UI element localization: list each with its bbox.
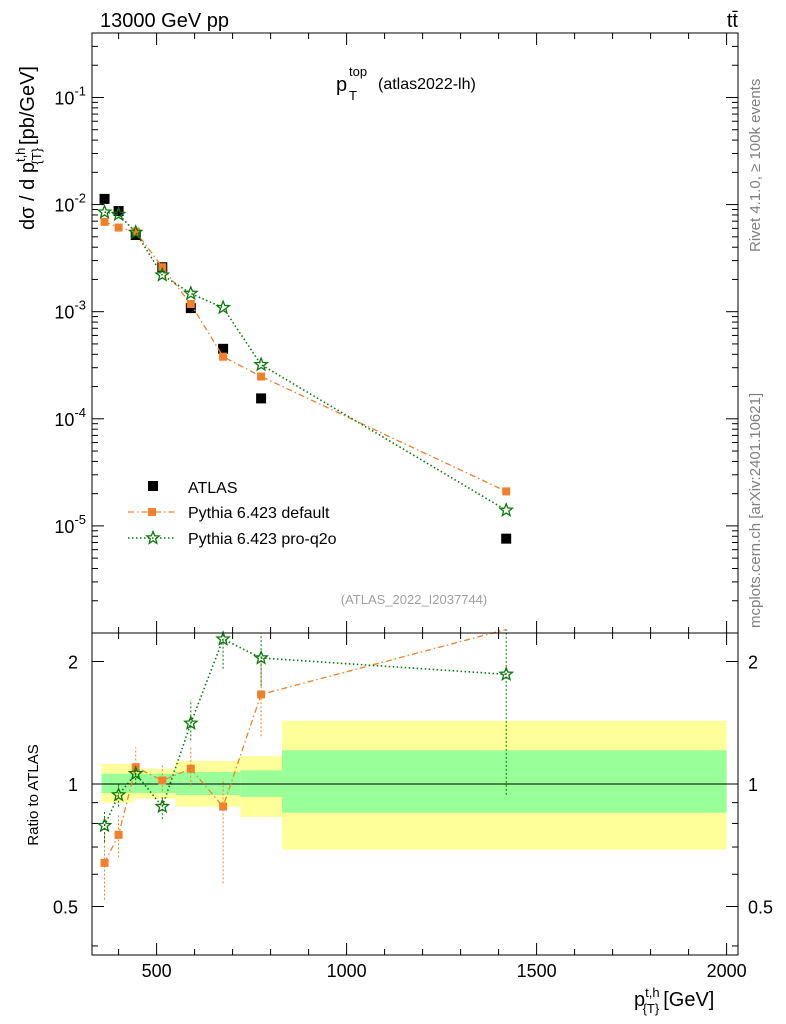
main-point-2-3 [154, 266, 171, 282]
legend-label-atlas: ATLAS [188, 480, 238, 497]
main-y-tick-label: 10-4 [54, 405, 86, 430]
main-point-2-6 [253, 356, 269, 372]
axes: 500 1000 1500 2000 10-1 10-2 10-3 10-4 10-5 0.5 0.… [53, 32, 773, 981]
legend-label-default: Pythia 6.423 default [188, 505, 330, 522]
rivet-version-label: Rivet 4.1.0, ≥ 100k events [747, 79, 764, 252]
legend-label-proq2o: Pythia 6.423 pro-q2o [188, 531, 337, 548]
ratio-point-2-5 [215, 630, 231, 646]
ratio-point-1-1 [114, 830, 123, 839]
ratio-point-1-5 [219, 802, 228, 811]
main-series [96, 193, 515, 544]
main-point-0-7 [501, 533, 512, 544]
analysis-id-label: (ATLAS_2022_I2037744) [341, 592, 487, 607]
ratio-point-1-6 [257, 690, 266, 699]
x-tick-label: 1000 [327, 961, 367, 981]
observable-title-sup: top [349, 64, 367, 79]
ratio-y-tick-label-right: 1 [748, 775, 758, 795]
main-point-2-2 [127, 224, 144, 240]
main-y-tick-label: 10-2 [54, 191, 86, 216]
ratio-series [96, 628, 515, 900]
main-point-2-4 [182, 285, 199, 301]
main-y-axis-label: dσ / d pt,h{T}[pb/GeV] [13, 66, 44, 230]
main-point-2-0 [96, 203, 113, 219]
ratio-band-inner [282, 750, 727, 813]
observable-title-sub: T [349, 88, 357, 103]
main-point-0-5 [218, 343, 229, 354]
ratio-y-tick-label-left: 1 [68, 775, 78, 795]
ratio-y-tick-label-right: 0.5 [748, 897, 773, 917]
ratio-panel-frame [91, 632, 739, 956]
x-tick-label: 1500 [517, 961, 557, 981]
ratio-line-1 [103, 628, 507, 864]
main-y-tick-label: 10-3 [54, 298, 86, 323]
main-point-1-1 [114, 223, 123, 232]
ratio-band-inner [175, 772, 241, 795]
main-line-2 [104, 211, 507, 511]
main-point-0-4 [185, 303, 196, 314]
ratio-point-2-7 [498, 666, 515, 682]
ratio-y-axis-label: Ratio to ATLAS [25, 744, 42, 845]
ratio-y-tick-label-left: 0.5 [53, 897, 78, 917]
ratio-point-2-1 [110, 786, 127, 802]
ratio-bands [92, 720, 738, 850]
ratio-point-1-3 [158, 776, 167, 785]
legend-marker-default [148, 508, 156, 516]
main-point-2-5 [215, 299, 231, 315]
main-point-1-7 [502, 487, 511, 496]
main-point-1-4 [186, 299, 195, 308]
ratio-point-2-4 [182, 714, 199, 730]
main-point-2-1 [110, 206, 127, 222]
legend: ATLAS Pythia 6.423 default Pythia 6.423 … [128, 480, 337, 548]
main-point-1-5 [219, 352, 228, 361]
ratio-y-tick-label-left: 2 [68, 653, 78, 673]
ratio-point-2-6 [253, 649, 269, 665]
main-point-0-0 [99, 193, 110, 204]
main-point-0-6 [256, 393, 267, 404]
main-line-1 [104, 221, 507, 492]
source-label: mcplots.cern.ch [arXiv:2401.10621] [747, 393, 764, 628]
energy-label: 13000 GeV pp [100, 10, 229, 32]
ratio-point-2-0 [96, 817, 113, 833]
ratio-line-2 [103, 637, 507, 827]
observable-tag: (atlas2022-lh) [378, 76, 476, 93]
x-axis-label: pt,h {T} [GeV] [634, 985, 714, 1016]
ratio-y-tick-label-right: 2 [748, 653, 758, 673]
ratio-point-2-2 [127, 765, 144, 781]
legend-marker-proq2o [145, 529, 161, 545]
main-point-0-1 [113, 206, 124, 217]
main-point-1-2 [131, 227, 140, 236]
main-y-tick-label: 10-5 [54, 512, 86, 537]
main-y-tick-label: 10-1 [54, 83, 86, 108]
ratio-point-1-0 [100, 858, 109, 867]
legend-marker-atlas [148, 481, 158, 491]
x-axis-label-text: pt,h {T} [GeV] [634, 985, 714, 1016]
main-point-2-7 [498, 501, 515, 517]
main-point-1-6 [257, 372, 266, 381]
ratio-point-2-3 [154, 798, 171, 814]
ratio-point-1-4 [186, 764, 195, 773]
main-point-1-0 [100, 217, 109, 226]
observable-title: p [336, 74, 347, 96]
x-tick-label: 500 [142, 961, 172, 981]
ratio-band-inner [101, 773, 134, 794]
process-label: tt̄ [727, 10, 739, 32]
x-tick-label: 2000 [707, 961, 747, 981]
main-y-axis-label-text: dσ / d pt,h{T}[pb/GeV] [13, 66, 44, 230]
